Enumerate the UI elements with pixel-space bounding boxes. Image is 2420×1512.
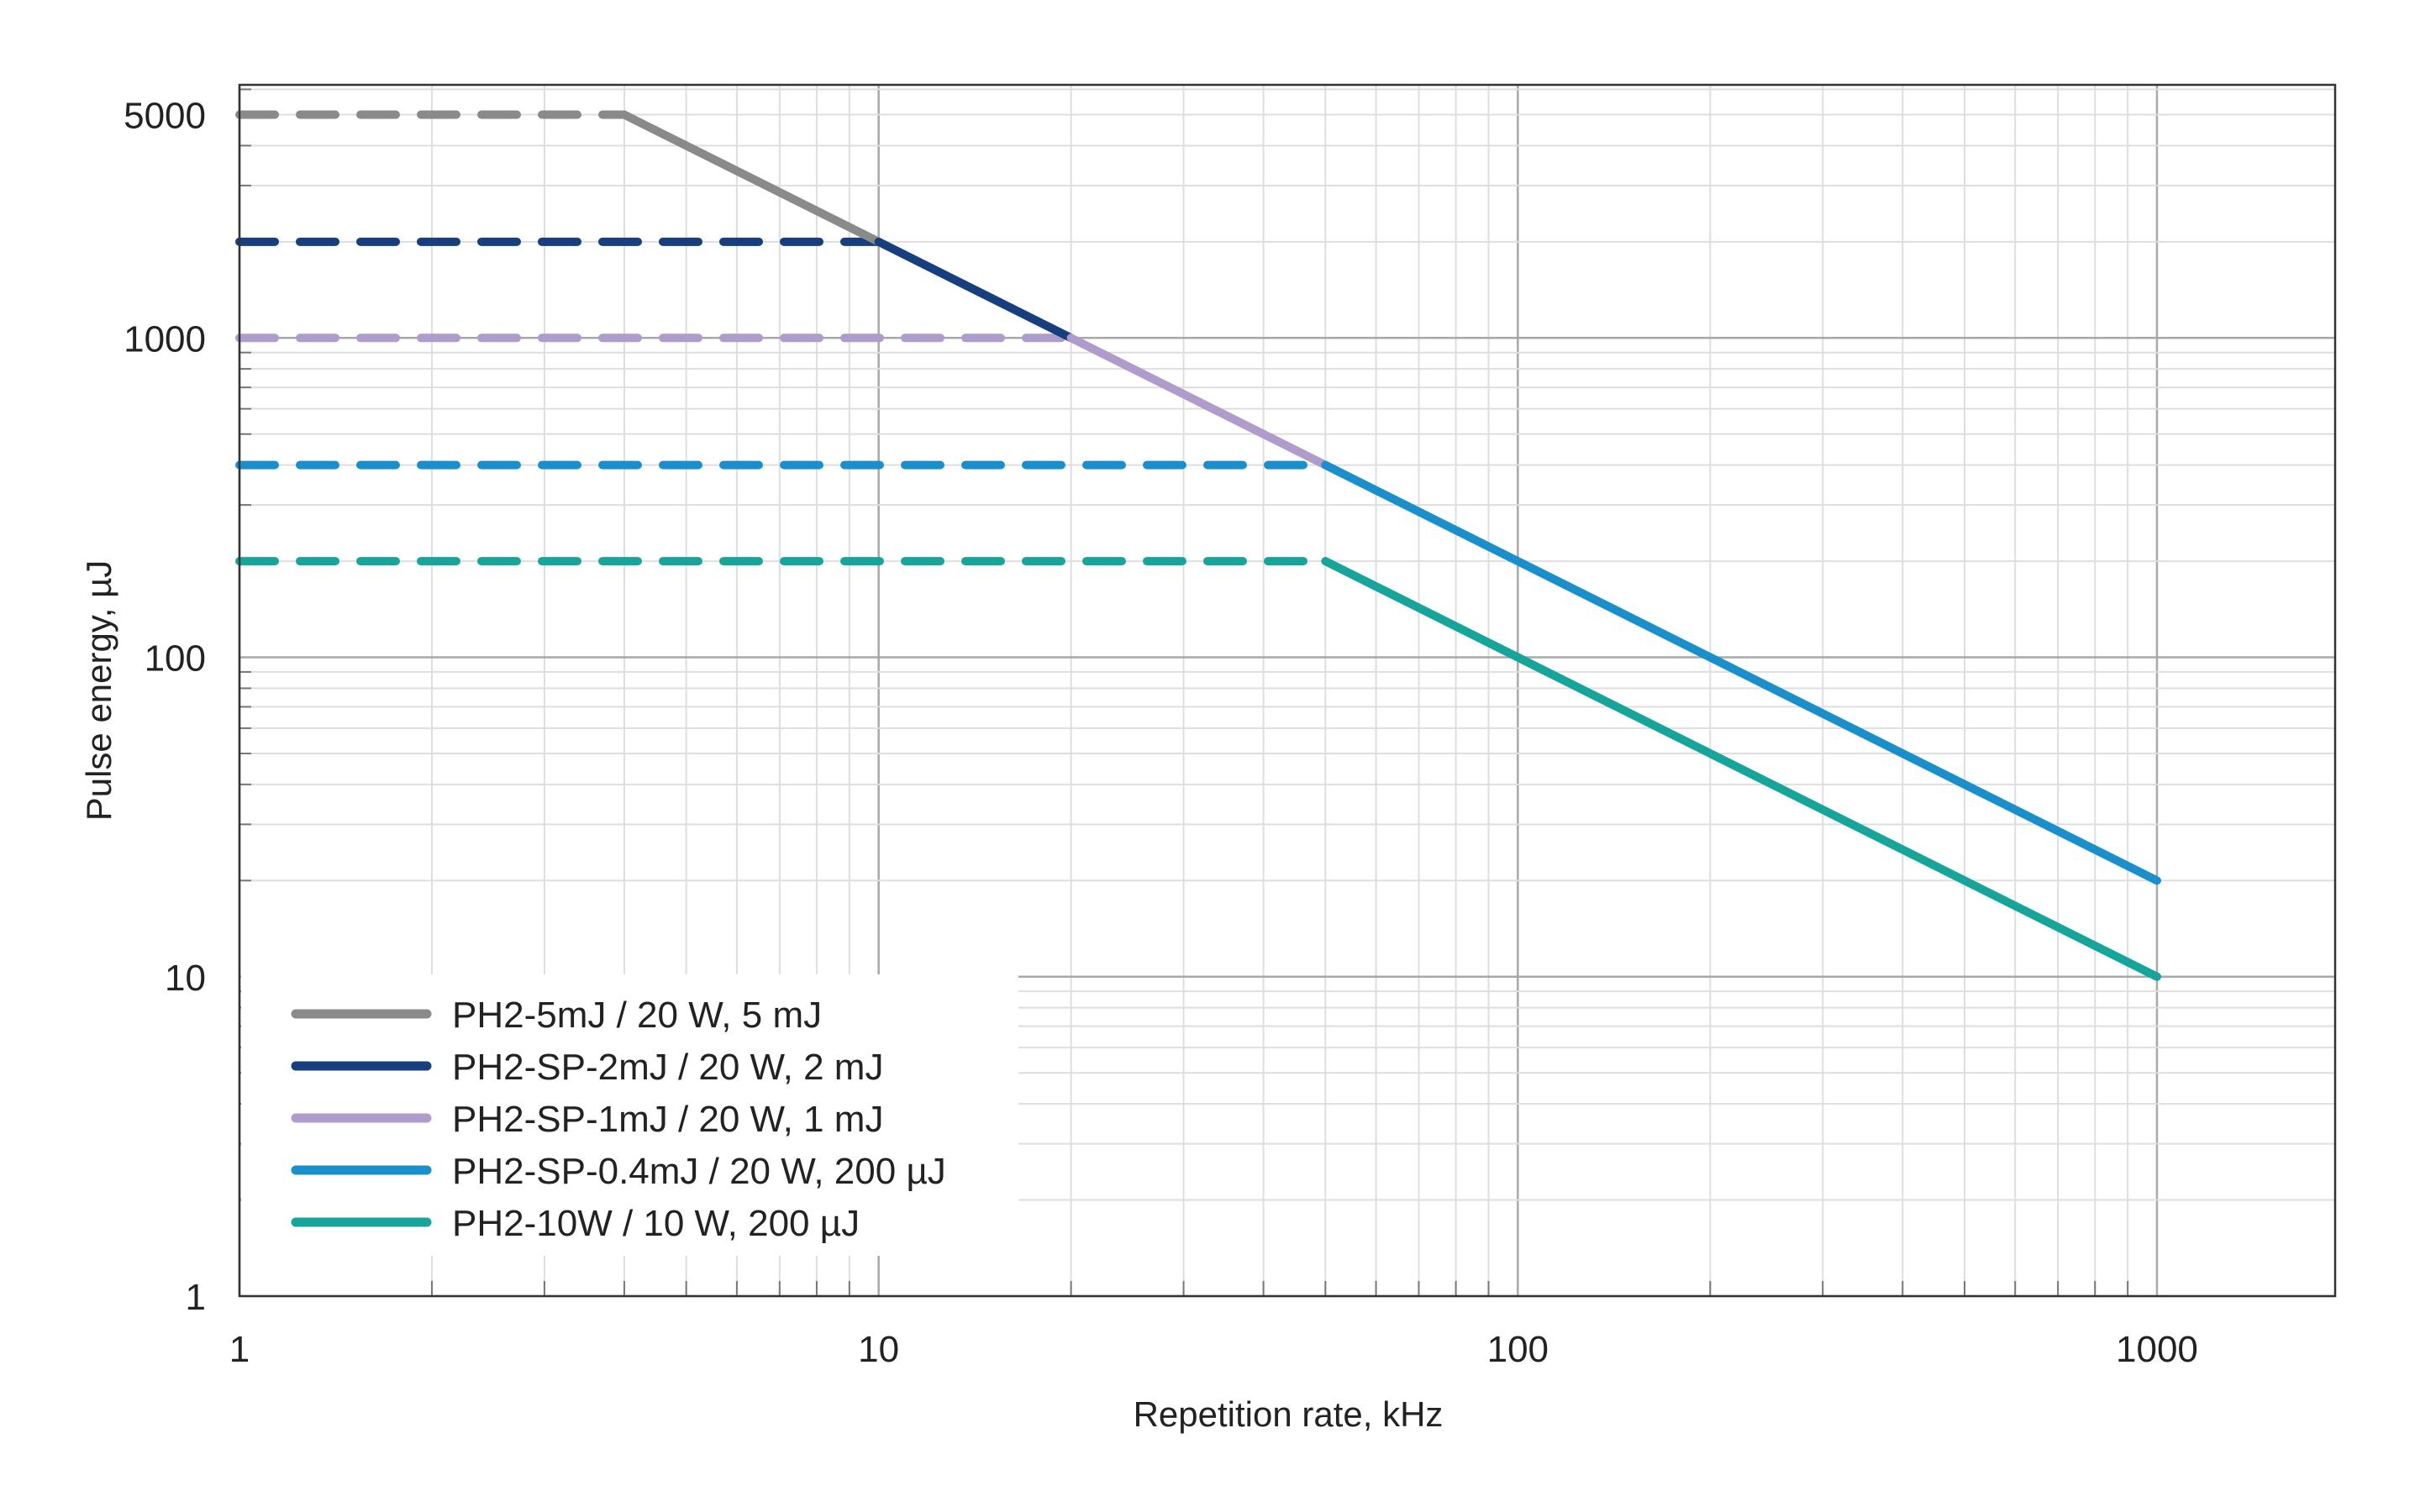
series-0-solid-segment [619,110,883,246]
y-tick-label: 100 [145,638,206,680]
series-lines [235,110,2161,981]
x-tick-label: 1 [229,1329,250,1370]
x-tick-label: 100 [1487,1329,1549,1370]
y-tick-label: 5000 [124,96,206,137]
x-axis-label: Repetition rate, kHz [1134,1394,1444,1434]
legend-label: PH2-SP-0.4mJ / 20 W, 200 µJ [452,1151,946,1192]
tick-labels: 1 10 100 1000 1 10 100 1000 5000 [124,96,2198,1370]
plot-frame [238,83,2337,1298]
legend-label: PH2-SP-2mJ / 20 W, 2 mJ [452,1047,883,1088]
x-tick-label: 10 [858,1329,899,1370]
y-tick-label: 10 [165,958,206,999]
series-3-solid-segment [1321,460,2161,885]
legend-label: PH2-5mJ / 20 W, 5 mJ [452,995,822,1036]
series-2-solid-segment [1066,333,1330,470]
series-1-solid-segment [874,237,1076,343]
x-tick-label: 1000 [2116,1329,2198,1370]
y-tick-label: 1 [186,1277,206,1318]
y-tick-label: 1000 [124,318,206,360]
legend-label: PH2-SP-1mJ / 20 W, 1 mJ [452,1099,883,1140]
y-axis-label: Pulse energy, µJ [79,560,118,822]
legend-label: PH2-10W / 10 W, 200 µJ [452,1203,860,1244]
series-4-solid-segment [1321,557,2161,981]
legend: PH2-5mJ / 20 W, 5 mJ PH2-SP-2mJ / 20 W, 2… [291,995,946,1244]
